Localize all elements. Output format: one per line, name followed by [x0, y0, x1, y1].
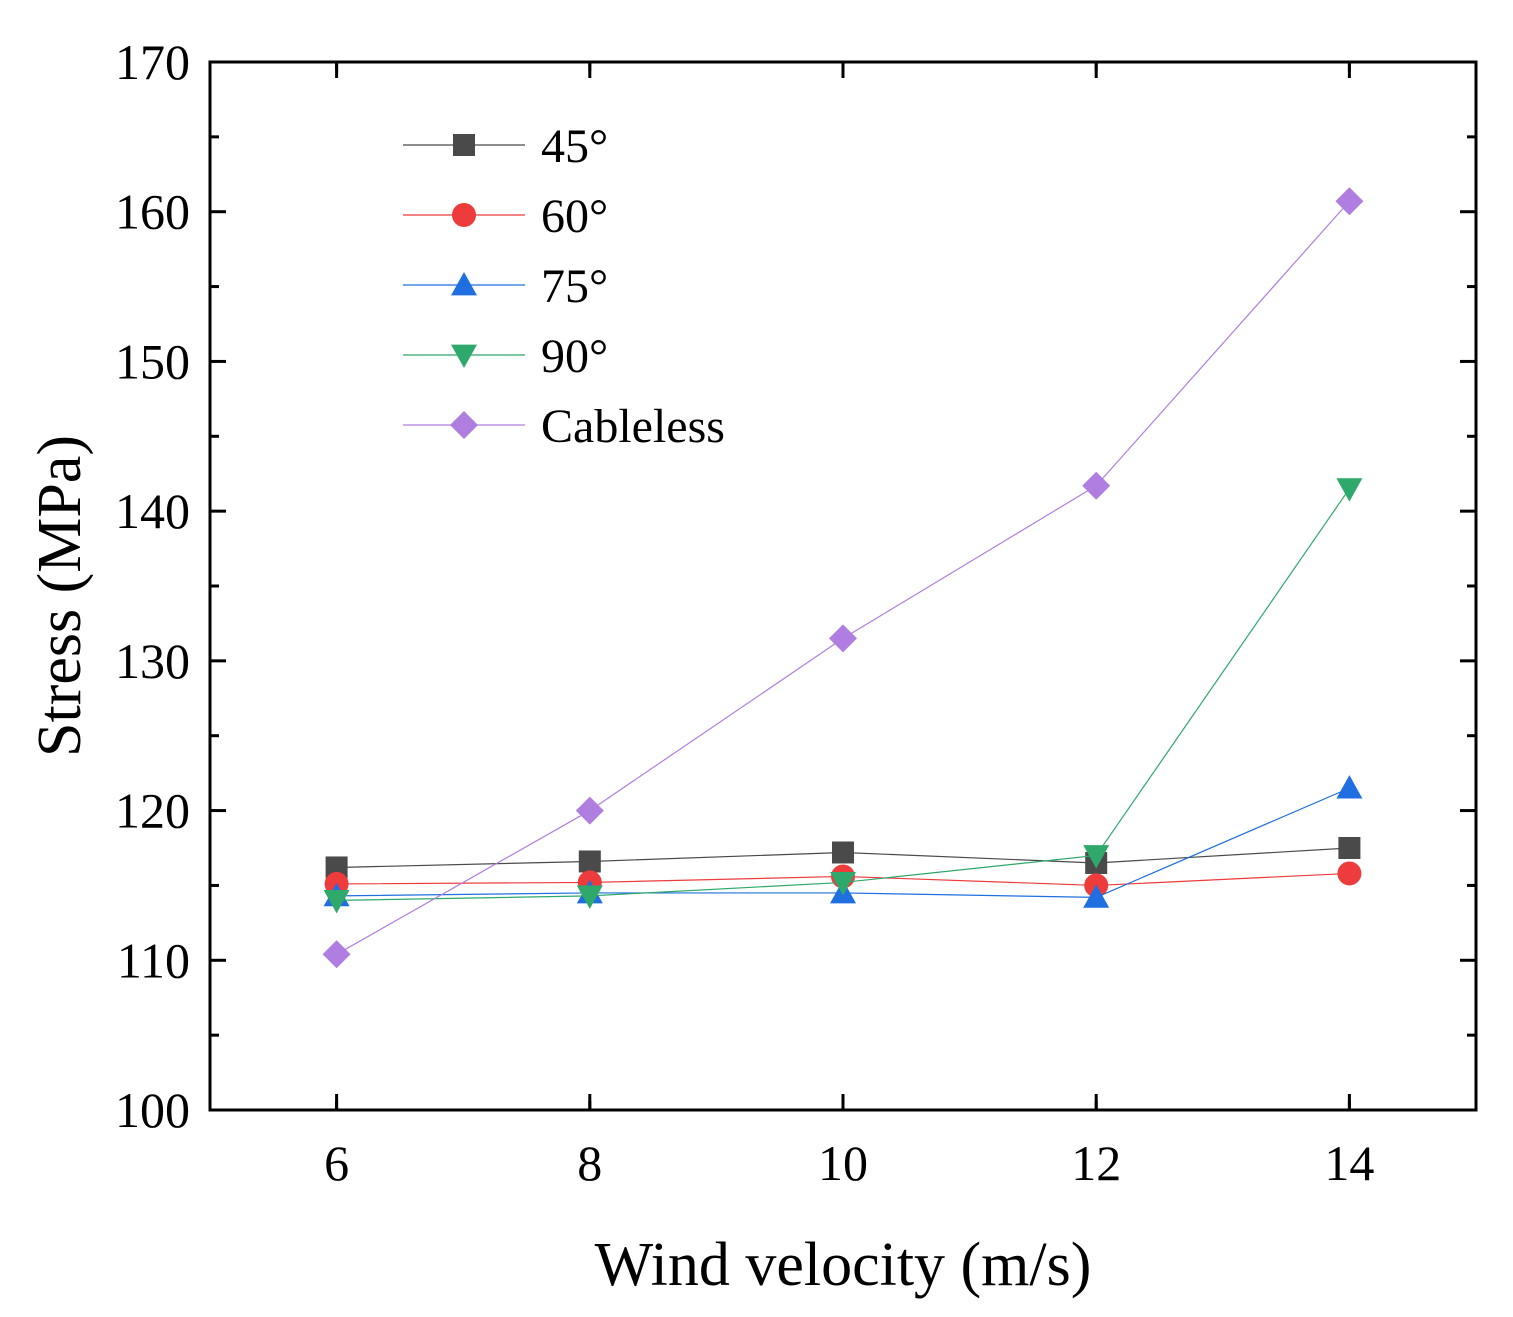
data-point — [1083, 884, 1110, 908]
legend-entry: 45° — [403, 120, 608, 173]
series-line — [336, 200, 1350, 955]
x-axis-title: Wind velocity (m/s) — [595, 1231, 1092, 1299]
data-point — [575, 796, 604, 825]
series-line — [336, 488, 1350, 901]
y-tick-label: 140 — [115, 483, 190, 539]
y-tick-label: 150 — [115, 333, 190, 389]
legend-entry: Cableless — [403, 400, 725, 453]
y-tick-label: 170 — [115, 34, 190, 90]
data-point — [830, 872, 856, 896]
series-layer — [322, 187, 1364, 969]
legend-entry: 90° — [403, 330, 608, 383]
data-point — [323, 890, 350, 914]
data-point — [1338, 837, 1361, 859]
legend-entry: 75° — [403, 260, 608, 313]
data-point — [322, 940, 351, 969]
data-point — [576, 885, 603, 909]
data-point — [1337, 861, 1362, 886]
x-tick-label: 12 — [1071, 1135, 1121, 1191]
y-tick-label: 120 — [115, 783, 190, 839]
legend-label: Cableless — [541, 400, 725, 453]
data-point — [829, 624, 857, 653]
legend-entry: 60° — [403, 190, 608, 243]
x-tick-label: 6 — [324, 1135, 349, 1191]
legend-marker — [453, 134, 475, 156]
series-4 — [322, 187, 1364, 969]
data-point — [1336, 478, 1363, 502]
data-point — [832, 841, 854, 864]
legend-label: 90° — [541, 330, 608, 383]
plot-frame — [208, 60, 1478, 1112]
data-point — [1083, 845, 1110, 869]
data-point — [1335, 187, 1364, 216]
data-point — [1336, 775, 1363, 799]
legend-label: 45° — [541, 120, 608, 173]
series-3 — [323, 478, 1363, 914]
data-point — [578, 850, 601, 873]
axis-ticks: 6 8 10 12 14 100 110 120 130 140 150 160 170 — [115, 34, 1476, 1191]
x-tick-label: 8 — [577, 1135, 602, 1191]
data-point — [1082, 471, 1111, 500]
legend-marker — [451, 272, 477, 296]
legend-marker — [451, 344, 477, 368]
legend-marker — [450, 411, 478, 439]
legend-label: 60° — [541, 190, 608, 243]
legend-label: 75° — [541, 260, 608, 313]
legend: 45° 60° 75° 90° Cableless — [403, 120, 725, 453]
y-tick-label: 110 — [117, 932, 190, 988]
legend-marker — [452, 203, 476, 227]
data-point — [325, 856, 348, 879]
x-tick-label: 10 — [818, 1135, 868, 1191]
x-tick-label: 14 — [1324, 1135, 1374, 1191]
y-axis-title: Stress (MPa) — [26, 435, 94, 757]
y-tick-label: 100 — [115, 1082, 190, 1138]
y-tick-label: 130 — [115, 633, 190, 689]
y-tick-label: 160 — [115, 184, 190, 240]
